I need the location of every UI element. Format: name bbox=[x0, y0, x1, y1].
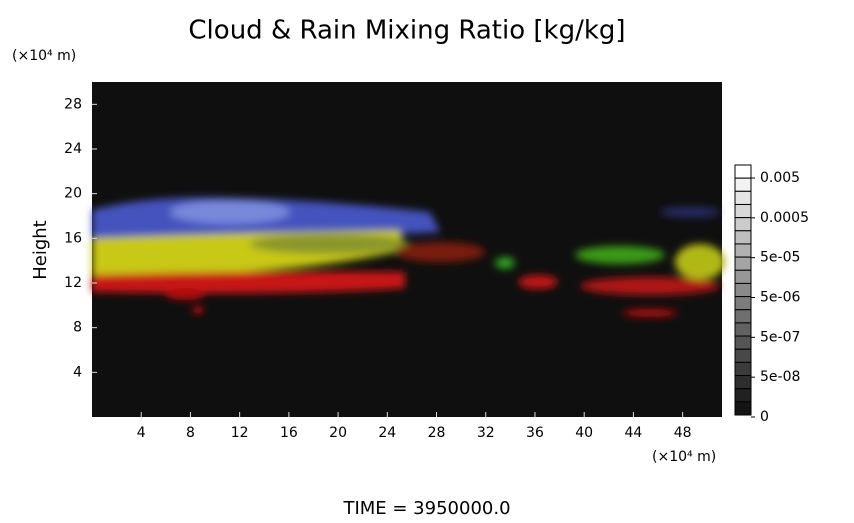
y-unit: (×10⁴ m) bbox=[12, 48, 76, 64]
colorbar-segment bbox=[734, 164, 752, 179]
y-tick-label: 4 bbox=[73, 364, 82, 380]
x-tick-label: 24 bbox=[378, 425, 396, 441]
y-tick-label: 16 bbox=[64, 230, 82, 246]
colorbar-segment bbox=[734, 177, 752, 192]
colorbar-segment bbox=[734, 375, 752, 390]
y-tick-label: 28 bbox=[64, 96, 82, 112]
y-tick-label: 20 bbox=[64, 186, 82, 202]
colorbar-tick-label: 0.0005 bbox=[760, 210, 809, 226]
x-tick-label: 12 bbox=[231, 425, 249, 441]
colorbar-tick-label: 5e-07 bbox=[760, 329, 800, 345]
colorbar-segment bbox=[734, 335, 752, 350]
colorbar-tick-label: 5e-05 bbox=[760, 250, 800, 266]
colorbar-segment bbox=[734, 282, 752, 298]
colorbar-segment bbox=[734, 269, 752, 284]
x-tick-label: 28 bbox=[428, 425, 446, 441]
colorbar-segment bbox=[734, 296, 752, 311]
y-tick-label: 8 bbox=[73, 320, 82, 336]
colorbar-segment bbox=[734, 203, 752, 219]
colorbar-segment bbox=[734, 322, 752, 337]
x-tick-label: 32 bbox=[477, 425, 495, 441]
colorbar-segment bbox=[734, 309, 752, 324]
colorbar-segment bbox=[734, 388, 752, 403]
colorbar-segment bbox=[734, 348, 752, 363]
y-tick-label: 24 bbox=[64, 141, 82, 157]
x-tick-label: 40 bbox=[575, 425, 593, 441]
x-tick-label: 48 bbox=[674, 425, 692, 441]
x-unit: (×10⁴ m) bbox=[652, 449, 716, 465]
x-tick-label: 8 bbox=[186, 425, 195, 441]
x-tick-label: 44 bbox=[624, 425, 642, 441]
colorbar-segment bbox=[734, 361, 752, 377]
chart-title: Cloud & Rain Mixing Ratio [kg/kg] bbox=[188, 16, 625, 46]
colorbar-segment bbox=[734, 190, 752, 205]
colorbar-tick-label: 5e-08 bbox=[760, 369, 800, 385]
x-tick-label: 36 bbox=[526, 425, 544, 441]
y-axis-label: Height bbox=[30, 220, 51, 280]
x-tick-label: 4 bbox=[137, 425, 146, 441]
colorbar-segment bbox=[734, 230, 752, 245]
colorbar-segment bbox=[734, 243, 752, 258]
x-tick-label: 16 bbox=[280, 425, 298, 441]
rendering bbox=[92, 197, 725, 317]
colorbar-segment bbox=[734, 256, 752, 271]
y-tick-label: 12 bbox=[64, 275, 82, 291]
colorbar-segment bbox=[734, 217, 752, 232]
colorbar-segment bbox=[734, 401, 752, 416]
colorbar-tick-label: 5e-06 bbox=[760, 290, 800, 306]
colorbar-tick-label: 0.005 bbox=[760, 170, 800, 186]
x-tick-label: 20 bbox=[329, 425, 347, 441]
footer: TIME = 3950000.0 bbox=[342, 498, 510, 519]
colorbar-tick-label: 0 bbox=[760, 409, 769, 425]
